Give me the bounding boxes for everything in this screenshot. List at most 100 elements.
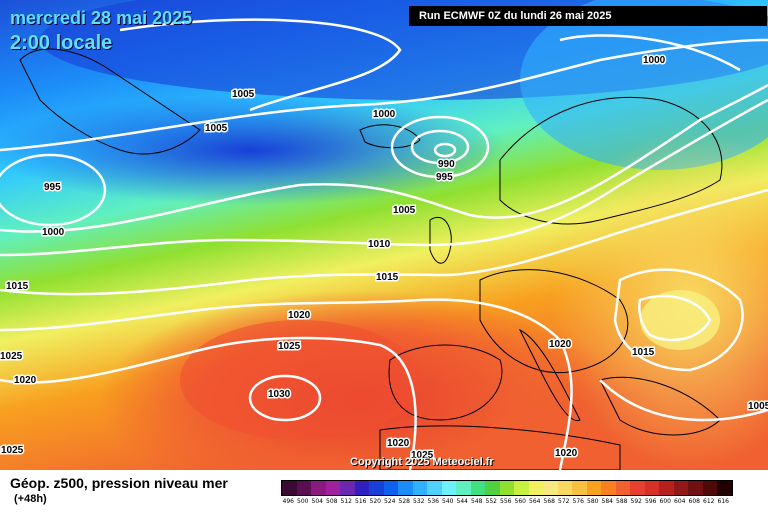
- color-scale-value: 496: [282, 498, 294, 505]
- color-scale-value: 512: [340, 498, 352, 505]
- isobar-label: 1015: [632, 347, 655, 358]
- color-scale-swatch: [514, 481, 529, 495]
- color-scale-value: 556: [500, 498, 512, 505]
- isobar-labels: 1005 1005 995 1000 1000 990 995 1000 100…: [0, 54, 768, 463]
- color-scale-value: 540: [442, 498, 454, 505]
- scandinavia-outline: [499, 97, 723, 225]
- color-scale-value: 600: [659, 498, 671, 505]
- color-scale-swatch: [499, 481, 514, 495]
- coastlines: [19, 48, 723, 470]
- isobar-label: 1020: [288, 310, 311, 321]
- color-scale-swatch: [441, 481, 456, 495]
- color-scale-swatch: [557, 481, 572, 495]
- color-scale-value: 520: [369, 498, 381, 505]
- scandinavia-field: [520, 0, 768, 170]
- color-scale-swatch: [528, 481, 543, 495]
- isobar-label: 1025: [278, 341, 301, 352]
- color-scale-swatch: [673, 481, 688, 495]
- isobar-label: 1025: [411, 450, 434, 461]
- color-scale-value: 588: [616, 498, 628, 505]
- color-scale-value: 576: [572, 498, 584, 505]
- isobar-label: 1005: [393, 205, 416, 216]
- color-scale-swatch: [325, 481, 340, 495]
- isobar-1005: [0, 83, 768, 233]
- isobar-label: 1005: [748, 401, 768, 412]
- britain-outline: [429, 217, 452, 264]
- color-scale-swatch: [702, 481, 717, 495]
- isobar-label: 995: [436, 172, 453, 183]
- color-scale-value: 508: [326, 498, 338, 505]
- color-scale-value: 500: [297, 498, 309, 505]
- isobar-1000-scandinavia: [559, 34, 741, 72]
- color-scale-value: 592: [630, 498, 642, 505]
- color-scale-value: 616: [717, 498, 729, 505]
- color-scale-swatch: [586, 481, 601, 495]
- color-scale-value: 544: [456, 498, 468, 505]
- color-scale: [281, 480, 733, 496]
- color-scale-value: 560: [514, 498, 526, 505]
- color-scale-value: 584: [601, 498, 613, 505]
- color-scale-swatch: [282, 481, 297, 495]
- color-scale-value: 604: [674, 498, 686, 505]
- isobar-1025: [0, 336, 417, 470]
- color-scale-swatch: [659, 481, 674, 495]
- color-scale-swatch: [354, 481, 369, 495]
- color-scale-swatch: [398, 481, 413, 495]
- run-info-banner: Run ECMWF 0Z du lundi 26 mai 2025: [409, 6, 767, 26]
- isobar-1010: [0, 98, 768, 257]
- footer-legend: Géop. z500, pression niveau mer (+48h) 4…: [0, 470, 768, 512]
- east-high-core: [640, 290, 720, 350]
- isobar-label: 1000: [373, 109, 396, 120]
- isobar-1030: [248, 374, 322, 422]
- central-europe-outline: [479, 269, 629, 374]
- azores-high-core: [180, 320, 420, 440]
- isobar-1015: [0, 188, 768, 296]
- isobar-label: 1020: [549, 339, 572, 350]
- isobar-label: 1005: [205, 123, 228, 134]
- isobar-label: 995: [44, 182, 61, 193]
- color-scale-swatch: [412, 481, 427, 495]
- color-scale-swatch: [456, 481, 471, 495]
- color-scale-swatch: [601, 481, 616, 495]
- color-scale-swatch: [543, 481, 558, 495]
- isobar-1020-east: [638, 294, 712, 342]
- isobars: [0, 18, 768, 470]
- color-scale-value: 580: [587, 498, 599, 505]
- isobar-1015-east: [613, 268, 744, 372]
- isobar-label: 1020: [555, 448, 578, 459]
- isobar-990: [410, 129, 470, 165]
- forecast-time: 2:00 locale: [10, 32, 113, 54]
- color-scale-swatch: [427, 481, 442, 495]
- color-scale-labels: 496 500 504 508 512 516 520 524 528 532 536 540 544 5…: [281, 498, 731, 505]
- color-scale-swatch: [369, 481, 384, 495]
- isobar-label: 1025: [1, 445, 24, 456]
- color-scale-value: 516: [355, 498, 367, 505]
- color-scale-swatch: [688, 481, 703, 495]
- color-scale-value: 564: [529, 498, 541, 505]
- map-variable-title: Géop. z500, pression niveau mer: [10, 475, 228, 491]
- forecast-date: mercredi 28 mai 2025: [10, 8, 193, 28]
- isobar-label: 1005: [232, 89, 255, 100]
- isobar-1005-north: [119, 18, 402, 112]
- color-scale-swatch: [485, 481, 500, 495]
- isobar-label: 1000: [643, 55, 666, 66]
- color-scale-swatch: [470, 481, 485, 495]
- low-pressure-trough: [0, 95, 510, 205]
- color-scale-value: 528: [398, 498, 410, 505]
- isobar-985: [433, 142, 457, 158]
- color-scale-swatch: [296, 481, 311, 495]
- isobar-label: 1015: [376, 272, 399, 283]
- color-scale-swatch: [630, 481, 645, 495]
- color-scale-swatch: [383, 481, 398, 495]
- iberia-outline: [388, 344, 503, 421]
- color-scale-value: 524: [384, 498, 396, 505]
- isobar-label: 990: [438, 159, 455, 170]
- color-scale-value: 568: [543, 498, 555, 505]
- isobar-label: 1020: [14, 375, 37, 386]
- color-scale-value: 532: [413, 498, 425, 505]
- color-scale-swatch: [311, 481, 326, 495]
- isobar-label: 1010: [368, 239, 391, 250]
- color-scale-swatch: [572, 481, 587, 495]
- color-scale-swatch: [717, 481, 732, 495]
